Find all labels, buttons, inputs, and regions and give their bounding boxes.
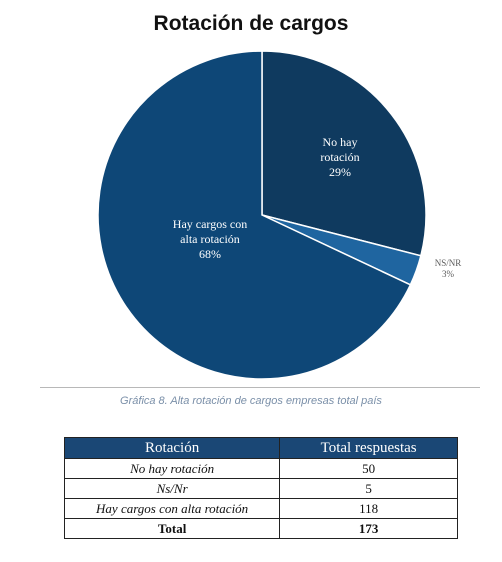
row-value: 5 bbox=[279, 478, 458, 499]
row-category: No hay rotación bbox=[63, 458, 281, 479]
row-value: 118 bbox=[279, 498, 458, 519]
slice-label: NS/NR 3% bbox=[435, 258, 462, 279]
row-value: 50 bbox=[279, 458, 458, 479]
total-label: Total bbox=[63, 518, 281, 539]
row-category: Ns/Nr bbox=[63, 478, 281, 499]
table-row: Ns/Nr 5 bbox=[63, 478, 458, 499]
row-category: Hay cargos con alta rotación bbox=[63, 498, 281, 519]
slice-label: No hay rotación 29% bbox=[320, 135, 359, 179]
table-row: Hay cargos con alta rotación 118 bbox=[63, 498, 458, 519]
total-value: 173 bbox=[279, 518, 458, 539]
table-header-row: Rotación Total respuestas bbox=[63, 437, 458, 459]
divider bbox=[40, 387, 480, 388]
table-total-row: Total 173 bbox=[63, 518, 458, 539]
table-row: No hay rotación 50 bbox=[63, 458, 458, 479]
header-total-respuestas: Total respuestas bbox=[279, 437, 458, 459]
chart-title: Rotación de cargos bbox=[153, 12, 349, 35]
chart-caption: Gráfica 8. Alta rotación de cargos empre… bbox=[120, 395, 382, 407]
pie-slice bbox=[97, 50, 412, 380]
data-table: Rotación Total respuestas No hay rotació… bbox=[63, 437, 458, 539]
header-rotacion: Rotación bbox=[63, 437, 281, 459]
slice-label: Hay cargos con alta rotación 68% bbox=[173, 217, 247, 261]
pie-chart: No hay rotación 29% NS/NR 3% Hay cargos con al… bbox=[97, 50, 462, 380]
pie-slice bbox=[261, 50, 427, 257]
